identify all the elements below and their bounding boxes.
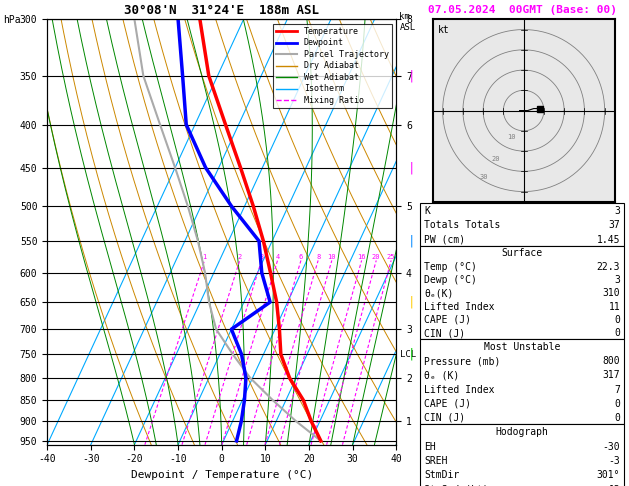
Text: StmDir: StmDir — [424, 470, 459, 480]
Text: 3: 3 — [615, 275, 620, 285]
Text: 20: 20 — [491, 156, 500, 162]
Text: -3: -3 — [608, 456, 620, 466]
Text: km
ASL: km ASL — [399, 12, 416, 32]
Text: 16: 16 — [357, 255, 366, 260]
Text: 13: 13 — [608, 485, 620, 486]
Text: CIN (J): CIN (J) — [424, 328, 465, 338]
Text: Temp (°C): Temp (°C) — [424, 261, 477, 272]
Text: 0: 0 — [615, 399, 620, 409]
Text: 25: 25 — [387, 255, 396, 260]
Text: Hodograph: Hodograph — [496, 427, 548, 437]
Text: 7: 7 — [615, 384, 620, 395]
Text: Most Unstable: Most Unstable — [484, 342, 560, 352]
Text: 10: 10 — [508, 134, 516, 140]
Text: 301°: 301° — [597, 470, 620, 480]
Legend: Temperature, Dewpoint, Parcel Trajectory, Dry Adiabat, Wet Adiabat, Isotherm, Mi: Temperature, Dewpoint, Parcel Trajectory… — [273, 24, 392, 108]
Text: Dewp (°C): Dewp (°C) — [424, 275, 477, 285]
Text: SREH: SREH — [424, 456, 447, 466]
Text: Lifted Index: Lifted Index — [424, 384, 494, 395]
Text: 317: 317 — [603, 370, 620, 381]
Text: 3: 3 — [259, 255, 264, 260]
Text: |: | — [408, 69, 416, 82]
Text: Lifted Index: Lifted Index — [424, 302, 494, 312]
Text: Surface: Surface — [501, 248, 543, 258]
X-axis label: Dewpoint / Temperature (°C): Dewpoint / Temperature (°C) — [131, 470, 313, 480]
Text: K: K — [424, 206, 430, 216]
Text: |: | — [408, 161, 416, 174]
Text: kt: kt — [438, 25, 450, 35]
Text: 07.05.2024  00GMT (Base: 00): 07.05.2024 00GMT (Base: 00) — [428, 5, 616, 15]
Text: 4: 4 — [276, 255, 280, 260]
Text: |: | — [408, 235, 416, 247]
Text: 20: 20 — [372, 255, 381, 260]
Text: 3: 3 — [615, 206, 620, 216]
Text: 1.45: 1.45 — [597, 235, 620, 244]
Text: EH: EH — [424, 442, 436, 451]
Text: hPa: hPa — [3, 15, 21, 25]
Text: 22.3: 22.3 — [597, 261, 620, 272]
Text: θₑ(K): θₑ(K) — [424, 288, 454, 298]
Text: StmSpd (kt): StmSpd (kt) — [424, 485, 489, 486]
Text: 0: 0 — [615, 413, 620, 423]
Text: 6: 6 — [299, 255, 303, 260]
Title: 30°08'N  31°24'E  188m ASL: 30°08'N 31°24'E 188m ASL — [124, 4, 320, 17]
Text: CAPE (J): CAPE (J) — [424, 315, 471, 325]
Text: © weatheronline.co.uk: © weatheronline.co.uk — [465, 473, 579, 482]
Text: |: | — [408, 348, 416, 361]
Text: |: | — [408, 295, 416, 309]
Text: 2: 2 — [238, 255, 242, 260]
Text: Pressure (mb): Pressure (mb) — [424, 356, 500, 366]
Text: 0: 0 — [615, 328, 620, 338]
Text: 37: 37 — [608, 220, 620, 230]
Text: 11: 11 — [608, 302, 620, 312]
Text: 8: 8 — [316, 255, 320, 260]
Text: CIN (J): CIN (J) — [424, 413, 465, 423]
Text: 800: 800 — [603, 356, 620, 366]
Text: PW (cm): PW (cm) — [424, 235, 465, 244]
Text: 30: 30 — [479, 174, 487, 180]
Text: θₑ (K): θₑ (K) — [424, 370, 459, 381]
Text: Totals Totals: Totals Totals — [424, 220, 500, 230]
Text: 1: 1 — [203, 255, 207, 260]
Text: -30: -30 — [603, 442, 620, 451]
Text: 0: 0 — [615, 315, 620, 325]
Text: LCL: LCL — [400, 350, 416, 359]
Text: CAPE (J): CAPE (J) — [424, 399, 471, 409]
Text: 10: 10 — [328, 255, 336, 260]
Text: 310: 310 — [603, 288, 620, 298]
